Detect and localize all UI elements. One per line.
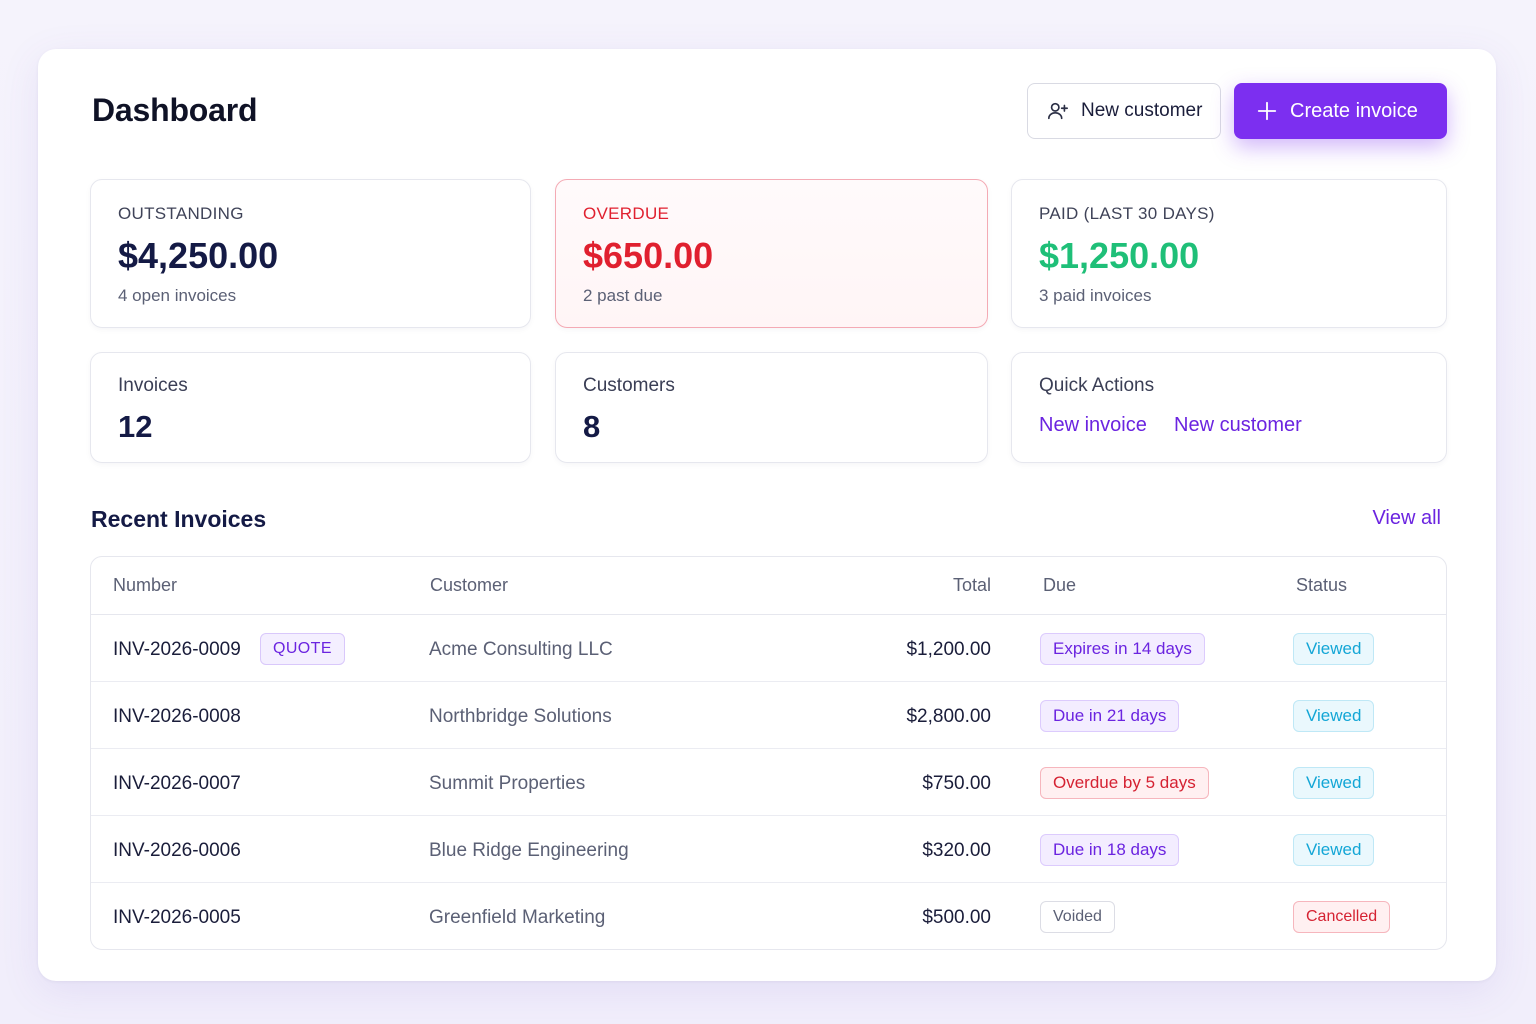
quote-badge: QUOTE (260, 633, 345, 665)
table-row[interactable]: INV-2026-0005 Greenfield Marketing $500.… (91, 883, 1446, 949)
dashboard-panel: Dashboard New customer Create invoice OU… (38, 49, 1496, 981)
invoices-count: 12 (118, 409, 153, 444)
due-badge: Expires in 14 days (1040, 633, 1205, 665)
column-header-customer[interactable]: Customer (430, 575, 509, 595)
create-invoice-label: Create invoice (1290, 99, 1418, 122)
invoice-number[interactable]: INV-2026-0005 (113, 907, 241, 928)
overdue-card: OVERDUE $650.00 2 past due (555, 179, 988, 328)
customers-label: Customers (583, 375, 675, 396)
column-header-due[interactable]: Due (1043, 575, 1077, 595)
outstanding-card: OUTSTANDING $4,250.00 4 open invoices (90, 179, 531, 328)
table-header: Number Customer Total Due Status (91, 557, 1446, 615)
overdue-label: OVERDUE (583, 204, 670, 223)
due-badge: Due in 21 days (1040, 700, 1180, 732)
overdue-value: $650.00 (583, 235, 714, 276)
recent-invoices-table: Number Customer Total Due Status INV-202… (90, 556, 1447, 950)
status-badge: Viewed (1293, 700, 1375, 732)
invoice-number[interactable]: INV-2026-0009 (113, 639, 241, 660)
invoice-number[interactable]: INV-2026-0008 (113, 706, 241, 727)
invoice-total: $320.00 (922, 840, 991, 861)
customers-count: 8 (583, 409, 601, 444)
quick-new-customer-link[interactable]: New customer (1174, 414, 1302, 436)
invoice-number[interactable]: INV-2026-0007 (113, 773, 241, 794)
quick-actions-card: Quick Actions New invoice New customer (1011, 352, 1447, 463)
invoice-total: $2,800.00 (906, 706, 991, 727)
paid-value: $1,250.00 (1039, 235, 1200, 276)
overdue-sub: 2 past due (583, 286, 663, 305)
invoice-customer: Summit Properties (429, 773, 586, 794)
paid-sub: 3 paid invoices (1039, 286, 1152, 305)
due-badge: Voided (1040, 901, 1115, 933)
column-header-status[interactable]: Status (1296, 575, 1348, 595)
quick-new-invoice-link[interactable]: New invoice (1039, 414, 1147, 436)
paid-card: PAID (LAST 30 DAYS) $1,250.00 3 paid inv… (1011, 179, 1447, 328)
outstanding-sub: 4 open invoices (118, 286, 237, 305)
recent-invoices-title: Recent Invoices (91, 506, 267, 532)
due-badge: Due in 18 days (1040, 834, 1180, 866)
outstanding-label: OUTSTANDING (118, 204, 244, 223)
column-header-total[interactable]: Total (952, 575, 991, 595)
column-header-number[interactable]: Number (113, 575, 178, 595)
invoice-customer: Acme Consulting LLC (429, 639, 613, 660)
customers-card: Customers 8 (555, 352, 988, 463)
invoices-card: Invoices 12 (90, 352, 531, 463)
due-badge: Overdue by 5 days (1040, 767, 1209, 799)
plus-icon (1256, 100, 1278, 122)
status-badge: Viewed (1293, 834, 1375, 866)
table-row[interactable]: INV-2026-0009 QUOTE Acme Consulting LLC … (91, 615, 1446, 682)
status-badge: Viewed (1293, 633, 1375, 665)
invoice-number[interactable]: INV-2026-0006 (113, 840, 241, 861)
invoice-customer: Northbridge Solutions (429, 706, 612, 727)
outstanding-value: $4,250.00 (118, 235, 279, 276)
invoice-total: $750.00 (922, 773, 991, 794)
table-row[interactable]: INV-2026-0006 Blue Ridge Engineering $32… (91, 816, 1446, 883)
new-customer-label: New customer (1081, 100, 1203, 121)
invoice-customer: Greenfield Marketing (429, 907, 606, 928)
quick-actions-label: Quick Actions (1039, 375, 1155, 396)
create-invoice-button[interactable]: Create invoice (1234, 83, 1447, 139)
invoice-customer: Blue Ridge Engineering (429, 840, 629, 861)
table-row[interactable]: INV-2026-0008 Northbridge Solutions $2,8… (91, 682, 1446, 749)
status-badge: Viewed (1293, 767, 1375, 799)
user-plus-icon (1047, 100, 1069, 122)
invoices-label: Invoices (118, 375, 188, 396)
view-all-link[interactable]: View all (1372, 507, 1441, 529)
page-title: Dashboard (92, 92, 258, 128)
table-row[interactable]: INV-2026-0007 Summit Properties $750.00 … (91, 749, 1446, 816)
invoice-total: $1,200.00 (906, 639, 991, 660)
status-badge: Cancelled (1293, 901, 1391, 933)
invoice-total: $500.00 (922, 907, 991, 928)
new-customer-button[interactable]: New customer (1027, 83, 1221, 139)
paid-label: PAID (LAST 30 DAYS) (1039, 204, 1215, 223)
